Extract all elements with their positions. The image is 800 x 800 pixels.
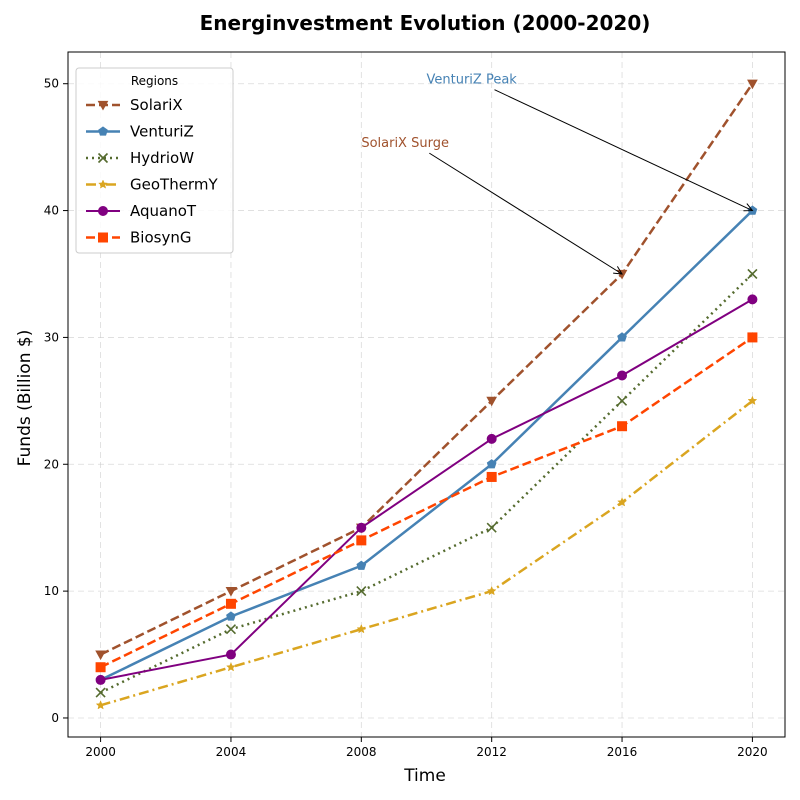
y-tick-label: 20 <box>44 457 59 471</box>
data-point-geothermy <box>226 662 236 672</box>
data-point-solarix <box>486 396 498 407</box>
y-tick-label: 0 <box>51 711 59 725</box>
data-point-venturiz <box>356 560 367 570</box>
data-point-hydriow <box>356 586 367 597</box>
series-line-venturiz <box>100 209 754 682</box>
data-point-geothermy <box>486 585 497 596</box>
data-point-biosyng <box>747 332 758 343</box>
data-point-biosyng <box>356 535 367 546</box>
data-point-hydriow <box>747 268 758 280</box>
y-tick-label: 10 <box>44 584 59 598</box>
data-point-aquanot <box>95 674 106 685</box>
series-line-biosyng <box>100 336 754 669</box>
data-point-geothermy <box>356 624 367 634</box>
data-point-aquanot <box>747 294 758 305</box>
data-point-solarix <box>225 587 237 597</box>
series-hydriow <box>95 268 758 698</box>
y-tick-label: 30 <box>44 330 59 344</box>
y-axis-title: Funds (Billion $) <box>15 330 35 467</box>
legend-label-geothermy: GeoThermY <box>130 176 218 194</box>
legend-label-biosyng: BiosynG <box>130 229 191 247</box>
data-point-geothermy <box>617 497 627 507</box>
data-point-biosyng <box>225 598 236 609</box>
legend-item-venturiz: VenturiZ <box>86 123 194 141</box>
y-tick-label: 40 <box>44 204 59 218</box>
annotation-label: VenturiZ Peak <box>427 73 518 88</box>
data-point-venturiz <box>617 332 627 342</box>
annotation-arrow <box>429 152 622 274</box>
data-point-biosyng <box>95 662 106 673</box>
legend-item-aquanot: AquanoT <box>86 202 197 220</box>
plot-frame <box>67 51 786 738</box>
data-point-solarix <box>95 650 106 661</box>
legend-title: Regions <box>131 74 178 88</box>
data-point-geothermy <box>747 395 758 406</box>
legend-marker-aquanot <box>98 206 108 216</box>
y-tick-label: 50 <box>44 77 59 91</box>
series-line-hydriow <box>100 273 754 694</box>
x-axis-title: Time <box>403 766 446 786</box>
x-tick-label: 2020 <box>737 745 768 759</box>
data-point-hydriow <box>225 624 237 635</box>
legend: Regions SolariX VenturiZ HydrioW GeoThermY Aq… <box>75 67 234 254</box>
data-point-biosyng <box>617 421 628 432</box>
series-biosyng <box>95 332 758 673</box>
x-tick-label: 2004 <box>216 745 247 759</box>
legend-label-solarix: SolariX <box>130 96 183 114</box>
legend-label-venturiz: VenturiZ <box>130 123 194 141</box>
legend-label-aquanot: AquanoT <box>130 202 197 220</box>
series-geothermy <box>95 395 758 710</box>
series-line-geothermy <box>100 399 754 707</box>
data-point-hydriow <box>616 395 628 406</box>
legend-label-hydriow: HydrioW <box>130 149 194 167</box>
data-point-venturiz <box>226 611 236 621</box>
x-tick-label: 2012 <box>476 745 507 759</box>
legend-marker-geothermy <box>98 179 108 189</box>
legend-marker-solarix <box>97 100 109 111</box>
data-point-aquanot <box>617 370 628 381</box>
data-point-aquanot <box>225 649 236 660</box>
series-venturiz <box>95 205 758 685</box>
data-point-geothermy <box>95 700 106 710</box>
legend-item-geothermy: GeoThermY <box>86 176 218 194</box>
x-tick-label: 2016 <box>607 745 638 759</box>
data-point-aquanot <box>486 433 497 444</box>
data-point-aquanot <box>356 522 367 533</box>
legend-item-hydriow: HydrioW <box>86 149 194 167</box>
series-line-solarix <box>100 83 754 656</box>
data-point-hydriow <box>95 687 106 698</box>
legend-item-biosyng: BiosynG <box>86 229 191 247</box>
legend-item-solarix: SolariX <box>86 96 183 114</box>
data-point-venturiz <box>486 459 497 469</box>
legend-marker-venturiz <box>98 126 108 136</box>
data-point-biosyng <box>486 471 497 482</box>
series-line-aquanot <box>100 298 753 681</box>
annotation-arrow <box>494 89 753 211</box>
series-aquanot <box>95 294 758 685</box>
legend-box <box>75 67 234 254</box>
x-tick-label: 2000 <box>85 745 116 759</box>
data-point-solarix <box>747 79 758 90</box>
chart-title: Energinvestment Evolution (2000-2020) <box>200 11 651 35</box>
annotation-label: SolariX Surge <box>361 136 449 151</box>
x-tick-label: 2008 <box>346 745 377 759</box>
data-point-hydriow <box>486 522 497 533</box>
legend-marker-biosyng <box>98 232 108 243</box>
legend-marker-hydriow <box>97 152 109 164</box>
